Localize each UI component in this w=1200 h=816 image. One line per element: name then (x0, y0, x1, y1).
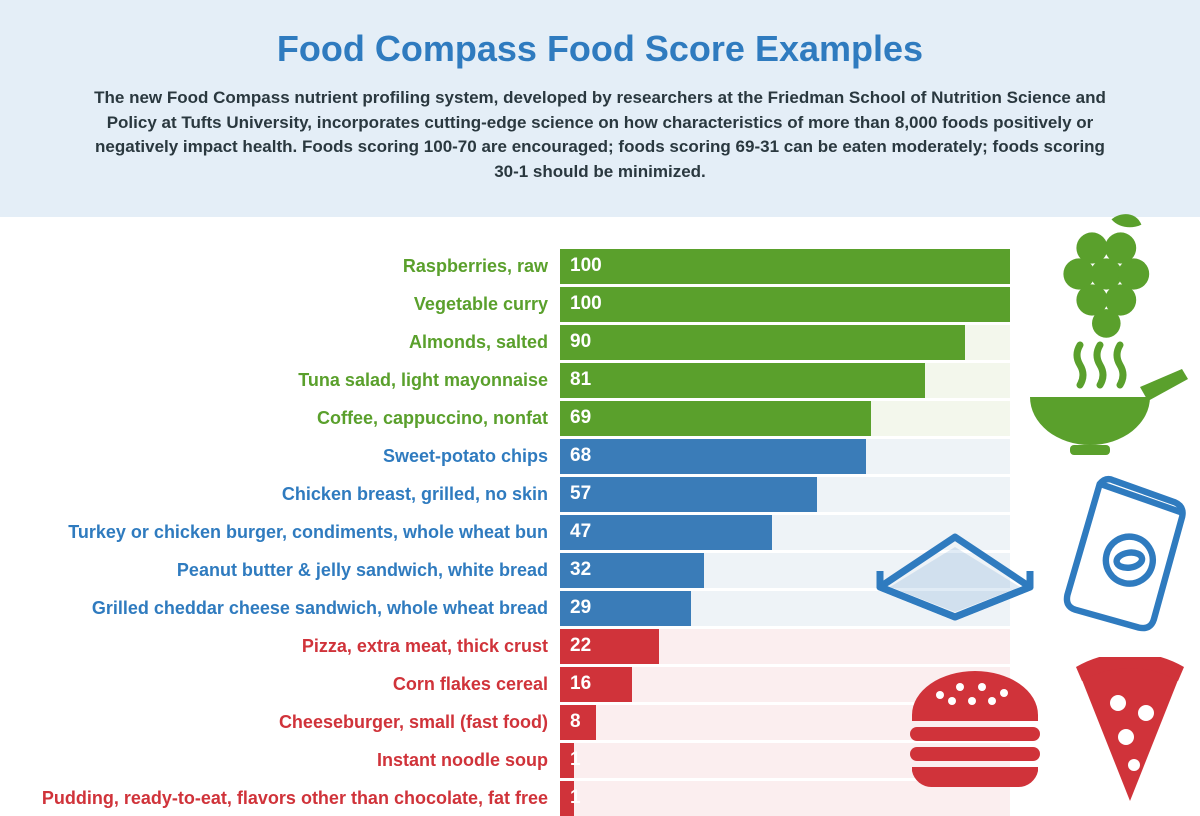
bar-value: 47 (570, 521, 591, 543)
bar-track: 8 (560, 705, 1010, 740)
bar-fill: 8 (560, 705, 596, 740)
bar-track: 47 (560, 515, 1010, 550)
bar-fill: 69 (560, 401, 871, 436)
bar-value: 69 (570, 407, 591, 429)
chart-row: Corn flakes cereal 16 (0, 667, 1200, 702)
bar-fill: 1 (560, 743, 574, 778)
bar-value: 90 (570, 331, 591, 353)
bar-value: 100 (570, 293, 602, 315)
bar-track: 68 (560, 439, 1010, 474)
chart-row: Tuna salad, light mayonnaise 81 (0, 363, 1200, 398)
bar-track: 16 (560, 667, 1010, 702)
chart-row: Pudding, ready-to-eat, flavors other tha… (0, 781, 1200, 816)
bar-fill: 100 (560, 249, 1010, 284)
chart-row: Almonds, salted 90 (0, 325, 1200, 360)
bar-track: 69 (560, 401, 1010, 436)
bar-value: 32 (570, 559, 591, 581)
bar-track: 29 (560, 591, 1010, 626)
bar-value: 16 (570, 673, 591, 695)
bar-label: Chicken breast, grilled, no skin (0, 484, 560, 505)
bar-track: 1 (560, 781, 1010, 816)
bar-value: 68 (570, 445, 591, 467)
header-panel: Food Compass Food Score Examples The new… (0, 0, 1200, 217)
bar-track: 57 (560, 477, 1010, 512)
bar-label: Peanut butter & jelly sandwich, white br… (0, 560, 560, 581)
bar-value: 8 (570, 711, 581, 733)
chart-row: Sweet-potato chips 68 (0, 439, 1200, 474)
page-title: Food Compass Food Score Examples (60, 28, 1140, 70)
bar-value: 100 (570, 255, 602, 277)
header-description: The new Food Compass nutrient profiling … (90, 86, 1110, 185)
bar-value: 1 (570, 787, 581, 809)
bar-label: Sweet-potato chips (0, 446, 560, 467)
chart-row: Grilled cheddar cheese sandwich, whole w… (0, 591, 1200, 626)
bar-label: Vegetable curry (0, 294, 560, 315)
bar-fill: 57 (560, 477, 817, 512)
bar-background (560, 705, 1010, 740)
bar-value: 1 (570, 749, 581, 771)
bar-label: Grilled cheddar cheese sandwich, whole w… (0, 598, 560, 619)
bar-value: 29 (570, 597, 591, 619)
bar-fill: 47 (560, 515, 772, 550)
bar-fill: 29 (560, 591, 691, 626)
bar-fill: 32 (560, 553, 704, 588)
bar-label: Pudding, ready-to-eat, flavors other tha… (0, 788, 560, 809)
bar-fill: 1 (560, 781, 574, 816)
bar-track: 1 (560, 743, 1010, 778)
bar-label: Corn flakes cereal (0, 674, 560, 695)
bar-fill: 81 (560, 363, 925, 398)
bar-background (560, 743, 1010, 778)
bar-track: 90 (560, 325, 1010, 360)
chart-row: Pizza, extra meat, thick crust 22 (0, 629, 1200, 664)
bar-value: 57 (570, 483, 591, 505)
bar-label: Instant noodle soup (0, 750, 560, 771)
chart-row: Instant noodle soup1 (0, 743, 1200, 778)
bar-fill: 68 (560, 439, 866, 474)
bar-value: 22 (570, 635, 591, 657)
chart-row: Chicken breast, grilled, no skin 57 (0, 477, 1200, 512)
bar-track: 81 (560, 363, 1010, 398)
chart-row: Vegetable curry 100 (0, 287, 1200, 322)
bar-track: 100 (560, 287, 1010, 322)
bar-fill: 90 (560, 325, 965, 360)
chart-row: Peanut butter & jelly sandwich, white br… (0, 553, 1200, 588)
bar-track: 32 (560, 553, 1010, 588)
bar-fill: 22 (560, 629, 659, 664)
bar-label: Pizza, extra meat, thick crust (0, 636, 560, 657)
chart-row: Raspberries, raw 100 (0, 249, 1200, 284)
bar-chart: Raspberries, raw 100 Vegetable curry 100 Alm… (0, 217, 1200, 816)
bar-label: Turkey or chicken burger, condiments, wh… (0, 522, 560, 543)
bar-label: Cheeseburger, small (fast food) (0, 712, 560, 733)
bar-fill: 100 (560, 287, 1010, 322)
chart-row: Coffee, cappuccino, nonfat 69 (0, 401, 1200, 436)
bar-label: Coffee, cappuccino, nonfat (0, 408, 560, 429)
bar-background (560, 781, 1010, 816)
chart-row: Turkey or chicken burger, condiments, wh… (0, 515, 1200, 550)
bar-track: 100 (560, 249, 1010, 284)
bar-label: Almonds, salted (0, 332, 560, 353)
bar-fill: 16 (560, 667, 632, 702)
bar-label: Tuna salad, light mayonnaise (0, 370, 560, 391)
chart-row: Cheeseburger, small (fast food) 8 (0, 705, 1200, 740)
bar-label: Raspberries, raw (0, 256, 560, 277)
bar-track: 22 (560, 629, 1010, 664)
bar-value: 81 (570, 369, 591, 391)
